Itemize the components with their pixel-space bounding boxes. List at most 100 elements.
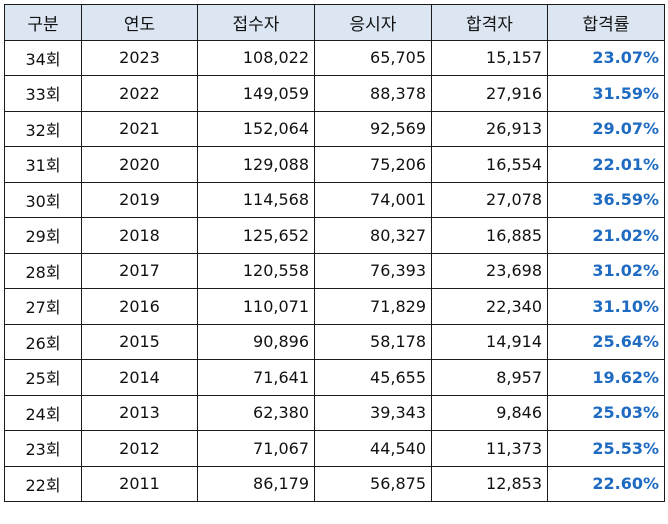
cell-pass-rate: 25.53% — [547, 430, 665, 467]
cell-applicants: 152,064 — [197, 110, 315, 147]
cell-pass-rate: 31.10% — [547, 288, 665, 325]
table-row: 29회 2018 125,652 80,327 16,885 21.02% — [4, 217, 665, 254]
cell-examinees: 75,206 — [314, 146, 432, 183]
cell-examinees: 76,393 — [314, 252, 432, 289]
cell-pass-rate: 19.62% — [547, 359, 665, 396]
cell-examinees: 44,540 — [314, 430, 432, 467]
cell-year: 2015 — [81, 323, 198, 360]
cell-passers: 8,957 — [431, 359, 548, 396]
cell-applicants: 114,568 — [197, 181, 315, 218]
cell-examinees: 88,378 — [314, 75, 432, 112]
header-round: 구분 — [4, 4, 82, 41]
cell-year: 2014 — [81, 359, 198, 396]
cell-year: 2020 — [81, 146, 198, 183]
cell-round: 31회 — [4, 146, 82, 183]
header-examinees: 응시자 — [314, 4, 432, 41]
cell-passers: 27,916 — [431, 75, 548, 112]
cell-passers: 27,078 — [431, 181, 548, 218]
cell-round: 26회 — [4, 323, 82, 360]
cell-passers: 12,853 — [431, 465, 548, 502]
cell-applicants: 86,179 — [197, 465, 315, 502]
table-row: 30회 2019 114,568 74,001 27,078 36.59% — [4, 181, 665, 218]
cell-pass-rate: 29.07% — [547, 110, 665, 147]
cell-round: 29회 — [4, 217, 82, 254]
cell-applicants: 129,088 — [197, 146, 315, 183]
table-row: 34회 2023 108,022 65,705 15,157 23.07% — [4, 39, 665, 76]
table-row: 28회 2017 120,558 76,393 23,698 31.02% — [4, 252, 665, 289]
cell-applicants: 149,059 — [197, 75, 315, 112]
cell-applicants: 90,896 — [197, 323, 315, 360]
cell-round: 25회 — [4, 359, 82, 396]
cell-applicants: 71,641 — [197, 359, 315, 396]
cell-examinees: 65,705 — [314, 39, 432, 76]
table-row: 22회 2011 86,179 56,875 12,853 22.60% — [4, 465, 665, 502]
table-row: 27회 2016 110,071 71,829 22,340 31.10% — [4, 288, 665, 325]
cell-applicants: 125,652 — [197, 217, 315, 254]
header-year: 연도 — [81, 4, 198, 41]
header-pass-rate: 합격률 — [547, 4, 665, 41]
cell-examinees: 80,327 — [314, 217, 432, 254]
exam-stats-table: 구분 연도 접수자 응시자 합격자 합격률 34회 2023 108,022 65,7… — [4, 4, 665, 502]
cell-examinees: 39,343 — [314, 394, 432, 431]
cell-round: 34회 — [4, 39, 82, 76]
cell-examinees: 74,001 — [314, 181, 432, 218]
cell-round: 27회 — [4, 288, 82, 325]
cell-pass-rate: 22.60% — [547, 465, 665, 502]
cell-passers: 15,157 — [431, 39, 548, 76]
cell-pass-rate: 31.59% — [547, 75, 665, 112]
table-row: 26회 2015 90,896 58,178 14,914 25.64% — [4, 323, 665, 360]
cell-applicants: 71,067 — [197, 430, 315, 467]
cell-round: 33회 — [4, 75, 82, 112]
table-header-row: 구분 연도 접수자 응시자 합격자 합격률 — [4, 4, 665, 41]
cell-round: 23회 — [4, 430, 82, 467]
cell-round: 30회 — [4, 181, 82, 218]
cell-year: 2013 — [81, 394, 198, 431]
cell-passers: 16,885 — [431, 217, 548, 254]
table-row: 24회 2013 62,380 39,343 9,846 25.03% — [4, 394, 665, 431]
cell-year: 2011 — [81, 465, 198, 502]
header-applicants: 접수자 — [197, 4, 315, 41]
cell-passers: 14,914 — [431, 323, 548, 360]
table-row: 32회 2021 152,064 92,569 26,913 29.07% — [4, 110, 665, 147]
cell-passers: 22,340 — [431, 288, 548, 325]
cell-year: 2022 — [81, 75, 198, 112]
cell-year: 2023 — [81, 39, 198, 76]
cell-applicants: 120,558 — [197, 252, 315, 289]
cell-pass-rate: 23.07% — [547, 39, 665, 76]
cell-pass-rate: 36.59% — [547, 181, 665, 218]
cell-year: 2016 — [81, 288, 198, 325]
table-row: 25회 2014 71,641 45,655 8,957 19.62% — [4, 359, 665, 396]
cell-pass-rate: 25.03% — [547, 394, 665, 431]
cell-examinees: 45,655 — [314, 359, 432, 396]
cell-year: 2021 — [81, 110, 198, 147]
cell-passers: 16,554 — [431, 146, 548, 183]
cell-applicants: 108,022 — [197, 39, 315, 76]
cell-pass-rate: 31.02% — [547, 252, 665, 289]
cell-pass-rate: 22.01% — [547, 146, 665, 183]
cell-pass-rate: 25.64% — [547, 323, 665, 360]
cell-year: 2017 — [81, 252, 198, 289]
table-row: 33회 2022 149,059 88,378 27,916 31.59% — [4, 75, 665, 112]
exam-stats-container: 구분 연도 접수자 응시자 합격자 합격률 34회 2023 108,022 65,7… — [4, 4, 665, 502]
cell-round: 22회 — [4, 465, 82, 502]
cell-year: 2012 — [81, 430, 198, 467]
cell-round: 32회 — [4, 110, 82, 147]
cell-passers: 11,373 — [431, 430, 548, 467]
cell-examinees: 56,875 — [314, 465, 432, 502]
cell-passers: 9,846 — [431, 394, 548, 431]
cell-round: 28회 — [4, 252, 82, 289]
header-passers: 합격자 — [431, 4, 548, 41]
cell-round: 24회 — [4, 394, 82, 431]
cell-year: 2019 — [81, 181, 198, 218]
cell-pass-rate: 21.02% — [547, 217, 665, 254]
cell-examinees: 58,178 — [314, 323, 432, 360]
cell-passers: 26,913 — [431, 110, 548, 147]
cell-year: 2018 — [81, 217, 198, 254]
cell-examinees: 92,569 — [314, 110, 432, 147]
table-row: 23회 2012 71,067 44,540 11,373 25.53% — [4, 430, 665, 467]
cell-applicants: 62,380 — [197, 394, 315, 431]
table-row: 31회 2020 129,088 75,206 16,554 22.01% — [4, 146, 665, 183]
table-body: 34회 2023 108,022 65,705 15,157 23.07% 33회 2022 1… — [4, 39, 665, 502]
cell-passers: 23,698 — [431, 252, 548, 289]
cell-applicants: 110,071 — [197, 288, 315, 325]
